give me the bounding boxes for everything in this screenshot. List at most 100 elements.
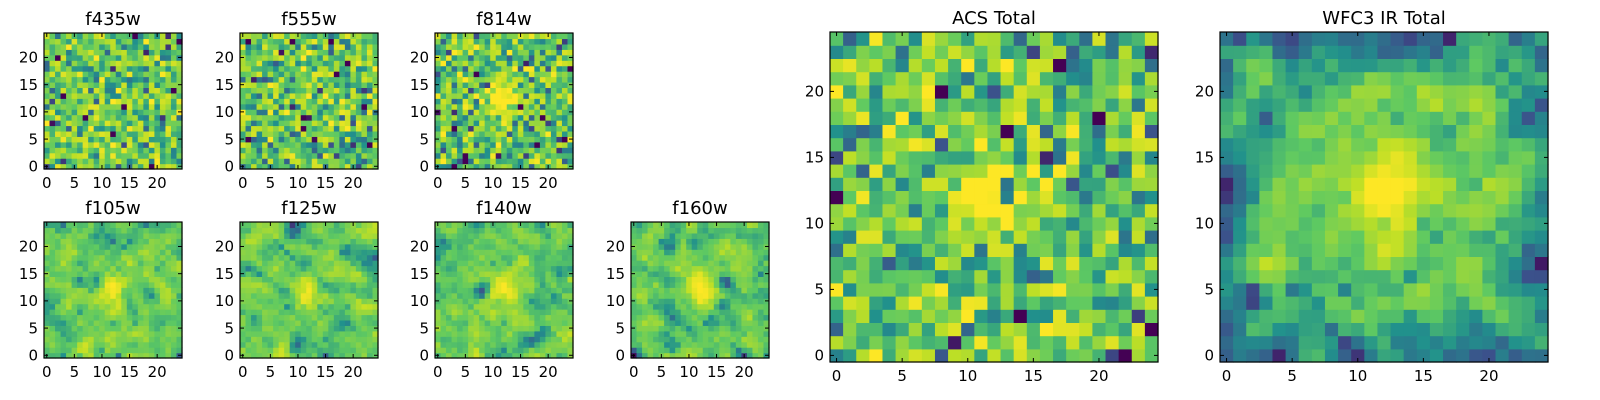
heatmap-cell [686, 303, 693, 310]
heatmap-cell [267, 232, 274, 239]
heatmap-cell [484, 330, 491, 337]
heatmap-cell [350, 87, 357, 94]
heatmap-cell [366, 65, 374, 72]
heatmap-cell [245, 319, 252, 326]
heatmap-cell [361, 227, 368, 234]
heatmap-cell [366, 130, 374, 137]
heatmap-cell [752, 249, 759, 256]
heatmap-cell [440, 265, 447, 272]
heatmap-cell [517, 103, 524, 110]
heatmap-cell [708, 352, 715, 359]
heatmap-cell [311, 125, 318, 132]
heatmap-cell [479, 43, 486, 50]
heatmap-cell [82, 54, 89, 61]
heatmap-cell [361, 76, 368, 83]
heatmap-cell [110, 232, 117, 239]
heatmap-cell [669, 325, 676, 332]
heatmap-cell [262, 114, 269, 121]
x-tick-label: 10 [679, 363, 698, 381]
heatmap-cell [713, 232, 720, 239]
heatmap-cell [484, 152, 491, 159]
heatmap-cell [1013, 322, 1028, 337]
heatmap-cell [561, 92, 569, 99]
heatmap-cell [757, 227, 765, 234]
heatmap-cell [322, 130, 329, 137]
heatmap-cell [653, 352, 660, 359]
heatmap-cell [159, 298, 167, 305]
heatmap-cell [322, 136, 329, 143]
heatmap-cell [289, 232, 296, 239]
heatmap-cell [159, 222, 167, 229]
heatmap-cell [713, 325, 720, 332]
heatmap-cell [240, 260, 247, 267]
heatmap-cell [741, 232, 748, 239]
heatmap-cell [741, 319, 748, 326]
heatmap-cell [512, 336, 519, 343]
heatmap-cell [523, 92, 530, 99]
heatmap-cell [719, 352, 726, 359]
heatmap-cell [830, 282, 844, 297]
heatmap-cell [869, 230, 884, 244]
heatmap-cell [921, 269, 936, 284]
heatmap-cell [273, 281, 280, 288]
y-tick-label: 0 [224, 347, 234, 365]
heatmap-cell [473, 281, 480, 288]
heatmap-cell [328, 87, 335, 94]
heatmap-cell [642, 314, 649, 321]
heatmap-cell [746, 319, 754, 326]
heatmap-cell [273, 319, 280, 326]
heatmap-cell [506, 43, 513, 50]
heatmap-cell [132, 254, 139, 261]
heatmap-cell [278, 92, 285, 99]
heatmap-cell [60, 314, 67, 321]
heatmap-cell [251, 60, 258, 67]
heatmap-cell [88, 249, 95, 256]
heatmap-cell [82, 81, 89, 88]
heatmap-cell [647, 265, 654, 272]
heatmap-cell [333, 125, 340, 132]
heatmap-cell [295, 238, 302, 245]
heatmap-cell [1144, 230, 1159, 244]
heatmap-cell [267, 65, 274, 72]
heatmap-cell [882, 256, 897, 271]
heatmap-cell [273, 43, 280, 50]
heatmap-cell [724, 265, 731, 272]
heatmap-cell [165, 330, 172, 337]
heatmap-cell [735, 249, 742, 256]
heatmap-cell [159, 281, 167, 288]
heatmap-cell [1131, 282, 1146, 297]
heatmap-cell [245, 254, 252, 261]
heatmap-cell [333, 60, 340, 67]
heatmap-cell [99, 158, 106, 165]
heatmap-cell [512, 298, 519, 305]
heatmap-cell [545, 325, 552, 332]
heatmap-cell [843, 243, 857, 257]
heatmap-cell [1105, 203, 1120, 218]
heatmap-cell [344, 152, 351, 159]
heatmap-cell [170, 125, 178, 132]
heatmap-cell [132, 147, 139, 154]
heatmap-cell [719, 281, 726, 288]
heatmap-cell [680, 292, 687, 299]
heatmap-cell [44, 125, 51, 132]
heatmap-cell [88, 125, 95, 132]
heatmap-cell [110, 265, 117, 272]
heatmap-cell [284, 276, 291, 283]
heatmap-cell [159, 336, 167, 343]
heatmap-cell [484, 71, 491, 78]
heatmap-cell [719, 292, 726, 299]
heatmap-cell [462, 249, 469, 256]
heatmap-cell [71, 270, 78, 277]
heatmap-cell [468, 141, 475, 148]
heatmap-cell [372, 341, 379, 348]
heatmap-cell [843, 282, 857, 297]
heatmap-cell [317, 103, 324, 110]
heatmap-cell [311, 76, 318, 83]
heatmap-cell [126, 303, 133, 310]
heatmap-cell [148, 347, 155, 354]
heatmap-cell [484, 347, 491, 354]
heatmap-cell [528, 98, 535, 105]
heatmap-cell [517, 71, 524, 78]
heatmap-cell [702, 222, 709, 229]
heatmap-cell [473, 60, 480, 67]
